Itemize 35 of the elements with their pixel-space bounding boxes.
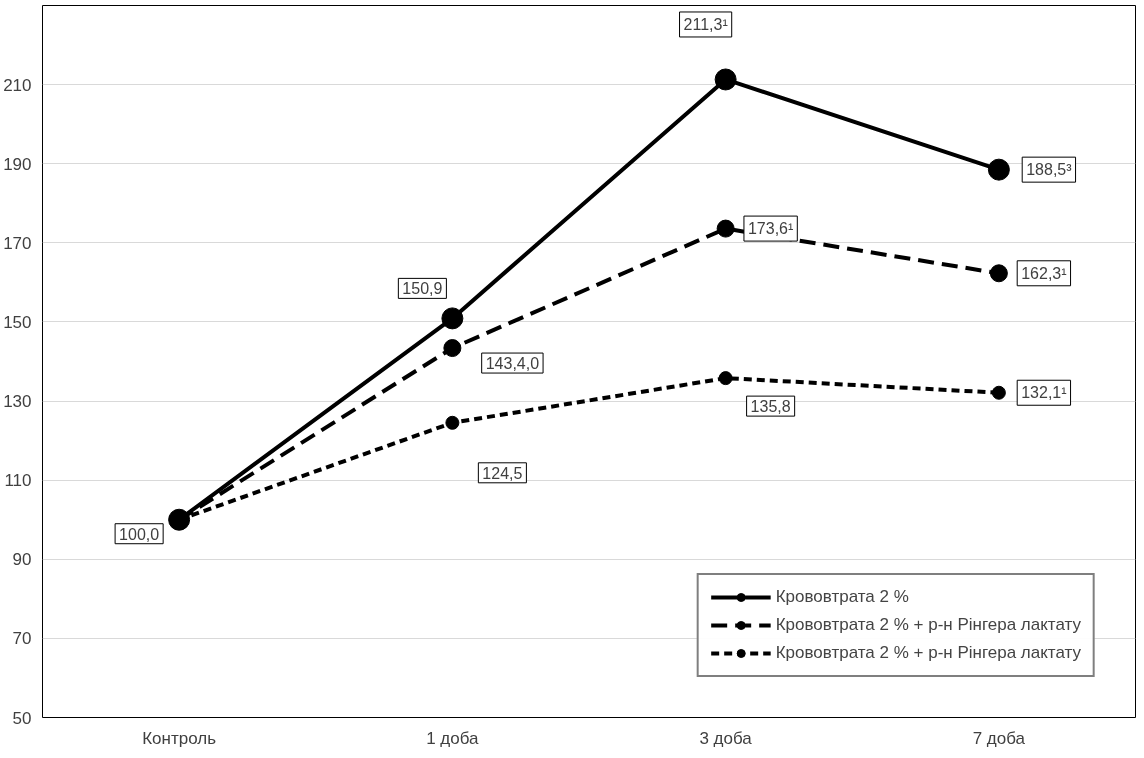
y-tick-label: 150 (3, 312, 32, 332)
data-label: 150,9 (402, 280, 443, 298)
x-tick-label: Контроль (142, 728, 217, 748)
y-tick-label: 130 (3, 392, 32, 412)
y-tick-label: 50 (12, 708, 32, 728)
y-tick-label: 110 (4, 471, 32, 491)
point (716, 219, 735, 238)
x-tick-label: 7 доба (972, 728, 1026, 748)
data-label: 143,4,0 (485, 355, 540, 373)
data-label: 173,6¹ (747, 220, 794, 238)
data-label: 132,1¹ (1021, 384, 1067, 402)
data-label: 162,3¹ (1021, 264, 1067, 282)
data-label: 188,5³ (1026, 161, 1073, 179)
y-tick-label: 70 (12, 629, 32, 649)
y-tick-label: 170 (3, 233, 32, 253)
y-tick-label: 210 (3, 75, 32, 95)
legend-label: Крововтрата 2 % + р-н Рінгера лактату (775, 643, 1081, 663)
point (987, 158, 1010, 181)
legend-label: Крововтрата 2 % + р-н Рінгера лактату (775, 615, 1081, 635)
data-label: 211,3¹ (683, 15, 728, 33)
data-label: 124,5 (482, 464, 523, 482)
y-tick-label: 90 (12, 550, 32, 570)
point (445, 415, 460, 430)
data-label: 100,0 (119, 525, 160, 543)
y-tick-label: 190 (3, 154, 32, 174)
legend-label: Крововтрата 2 % (775, 587, 909, 607)
point (443, 339, 462, 358)
point (441, 307, 464, 330)
point (989, 264, 1008, 283)
point (714, 68, 737, 91)
data-label: 135,8 (750, 398, 791, 416)
point (991, 385, 1006, 400)
x-tick-label: 1 доба (426, 728, 480, 748)
x-tick-label: 3 доба (699, 728, 753, 748)
point (718, 371, 733, 386)
